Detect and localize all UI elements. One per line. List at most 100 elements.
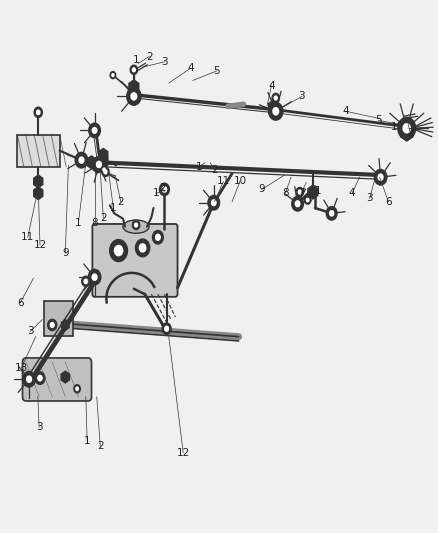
Circle shape (131, 92, 138, 101)
Circle shape (36, 109, 41, 115)
Text: 1: 1 (75, 218, 82, 228)
Circle shape (100, 165, 108, 174)
Circle shape (75, 386, 79, 391)
Text: 2: 2 (97, 441, 103, 451)
Circle shape (130, 64, 138, 75)
Circle shape (111, 73, 115, 77)
Text: 1: 1 (152, 188, 159, 198)
Circle shape (92, 127, 98, 134)
Text: 3: 3 (299, 91, 305, 101)
Circle shape (272, 93, 280, 103)
Text: 1: 1 (133, 55, 139, 65)
Text: 3: 3 (27, 326, 34, 336)
Circle shape (102, 167, 106, 172)
Circle shape (78, 156, 85, 164)
Circle shape (159, 182, 170, 196)
Circle shape (162, 186, 167, 193)
Polygon shape (401, 124, 413, 141)
Text: 1: 1 (84, 436, 91, 446)
Circle shape (74, 152, 88, 168)
Polygon shape (129, 80, 139, 94)
Circle shape (306, 198, 310, 203)
Text: 11: 11 (217, 176, 230, 187)
Circle shape (297, 189, 302, 195)
Text: 3: 3 (161, 57, 168, 67)
Text: 4: 4 (349, 188, 356, 198)
Circle shape (92, 156, 106, 173)
Circle shape (378, 173, 384, 181)
Text: 13: 13 (15, 362, 28, 373)
Circle shape (47, 319, 57, 332)
Text: 2: 2 (159, 183, 166, 193)
Circle shape (139, 243, 147, 253)
Text: 1: 1 (315, 186, 322, 196)
Text: 3: 3 (36, 422, 42, 432)
Circle shape (110, 71, 117, 79)
Circle shape (211, 199, 217, 206)
Circle shape (295, 200, 300, 207)
Circle shape (268, 102, 284, 121)
Circle shape (101, 166, 110, 177)
Text: 4: 4 (343, 106, 349, 116)
Circle shape (152, 230, 164, 245)
Circle shape (114, 245, 124, 256)
Text: 2: 2 (100, 213, 106, 223)
Polygon shape (99, 149, 108, 161)
FancyBboxPatch shape (92, 224, 177, 297)
Polygon shape (34, 187, 43, 199)
Text: 9: 9 (62, 248, 69, 258)
Text: 2: 2 (146, 52, 152, 61)
Polygon shape (61, 320, 69, 330)
Polygon shape (93, 160, 102, 173)
Text: 1: 1 (196, 161, 203, 172)
Circle shape (34, 371, 46, 385)
Circle shape (207, 195, 220, 211)
Polygon shape (87, 156, 96, 168)
Circle shape (291, 196, 304, 212)
Circle shape (374, 168, 388, 185)
Text: 11: 11 (21, 232, 35, 243)
Circle shape (73, 384, 81, 393)
Circle shape (126, 87, 142, 106)
Text: 8: 8 (91, 218, 98, 228)
Circle shape (329, 210, 334, 217)
Circle shape (164, 326, 169, 332)
Text: 4: 4 (268, 81, 275, 91)
Circle shape (109, 239, 128, 262)
Circle shape (37, 375, 43, 382)
Bar (17, 135, 60, 166)
Polygon shape (34, 175, 43, 188)
Circle shape (397, 117, 417, 140)
Polygon shape (61, 371, 70, 383)
Circle shape (274, 95, 278, 101)
Circle shape (81, 276, 91, 287)
Circle shape (96, 160, 102, 168)
Circle shape (295, 187, 304, 197)
Circle shape (134, 222, 138, 228)
Circle shape (304, 195, 311, 205)
Circle shape (83, 278, 88, 284)
Text: 3: 3 (366, 193, 373, 204)
Text: 10: 10 (233, 176, 247, 187)
FancyBboxPatch shape (22, 358, 92, 401)
Text: 5: 5 (375, 115, 381, 125)
Circle shape (26, 375, 32, 383)
Text: 6: 6 (385, 197, 392, 207)
Circle shape (103, 169, 108, 174)
Polygon shape (308, 185, 318, 199)
Text: 2: 2 (407, 127, 413, 138)
Circle shape (49, 322, 55, 328)
Text: 1: 1 (390, 122, 397, 132)
Circle shape (132, 220, 141, 230)
Circle shape (403, 123, 411, 134)
Text: 2: 2 (211, 165, 218, 175)
Text: 12: 12 (177, 448, 190, 457)
Text: 6: 6 (17, 297, 24, 308)
Ellipse shape (123, 220, 149, 233)
Circle shape (272, 107, 279, 116)
Text: 7: 7 (298, 188, 304, 198)
Text: 9: 9 (258, 184, 265, 195)
Polygon shape (268, 100, 279, 114)
Text: 1: 1 (110, 203, 117, 213)
Text: 2: 2 (117, 197, 124, 207)
